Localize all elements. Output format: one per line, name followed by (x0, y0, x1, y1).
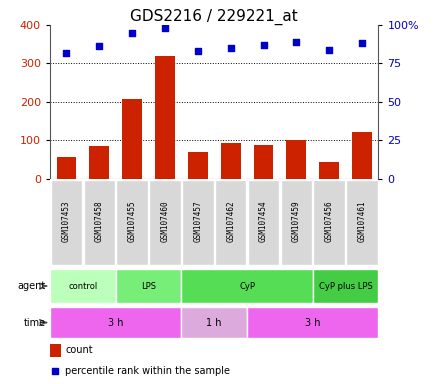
Bar (345, 180, 377, 265)
Point (325, 46, 332, 53)
Text: GSM107462: GSM107462 (226, 200, 235, 242)
Bar (149, 180, 180, 265)
Bar (89, 146, 109, 179)
Bar (286, 140, 306, 179)
Title: GDS2216 / 229221_at: GDS2216 / 229221_at (130, 9, 297, 25)
Point (260, 42, 266, 48)
Text: GSM107460: GSM107460 (160, 200, 169, 242)
Bar (50, 307, 181, 338)
Bar (187, 152, 207, 179)
Bar (56, 157, 76, 179)
Text: agent: agent (17, 281, 46, 291)
Bar (182, 180, 213, 265)
Point (161, 25, 168, 31)
Text: 3 h: 3 h (108, 318, 123, 328)
Text: GSM107456: GSM107456 (324, 200, 333, 242)
Bar (51, 180, 82, 265)
Bar (247, 307, 378, 338)
Bar (122, 99, 141, 179)
Bar (115, 269, 181, 303)
Bar (116, 180, 148, 265)
Bar (352, 132, 371, 179)
Bar (247, 180, 279, 265)
Text: CyP plus LPS: CyP plus LPS (318, 281, 372, 291)
Text: GSM107454: GSM107454 (258, 200, 267, 242)
Text: GSM107457: GSM107457 (193, 200, 202, 242)
Bar (155, 56, 174, 179)
Text: percentile rank within the sample: percentile rank within the sample (65, 366, 230, 376)
Bar (181, 269, 312, 303)
Bar (313, 180, 344, 265)
Text: GSM107458: GSM107458 (95, 200, 104, 242)
Bar (253, 145, 273, 179)
Text: LPS: LPS (141, 281, 156, 291)
Bar (312, 269, 378, 303)
Text: control: control (68, 281, 97, 291)
Bar (214, 180, 246, 265)
Text: 1 h: 1 h (206, 318, 221, 328)
Point (194, 48, 201, 54)
Text: count: count (65, 345, 93, 355)
Point (292, 39, 299, 45)
Bar (181, 307, 247, 338)
Text: time: time (23, 318, 46, 328)
Point (227, 45, 233, 51)
Point (358, 40, 365, 46)
Bar (50, 269, 115, 303)
Point (128, 30, 135, 36)
Bar (220, 143, 240, 179)
Point (63, 50, 70, 56)
Bar (280, 180, 311, 265)
Text: GSM107461: GSM107461 (357, 200, 366, 242)
Point (95, 43, 102, 50)
Text: 3 h: 3 h (304, 318, 320, 328)
Bar (50, 344, 61, 357)
Text: GSM107455: GSM107455 (127, 200, 136, 242)
Bar (83, 180, 115, 265)
Text: GSM107453: GSM107453 (62, 200, 71, 242)
Point (52, 368, 59, 374)
Text: CyP: CyP (239, 281, 254, 291)
Bar (319, 162, 338, 179)
Text: GSM107459: GSM107459 (291, 200, 300, 242)
